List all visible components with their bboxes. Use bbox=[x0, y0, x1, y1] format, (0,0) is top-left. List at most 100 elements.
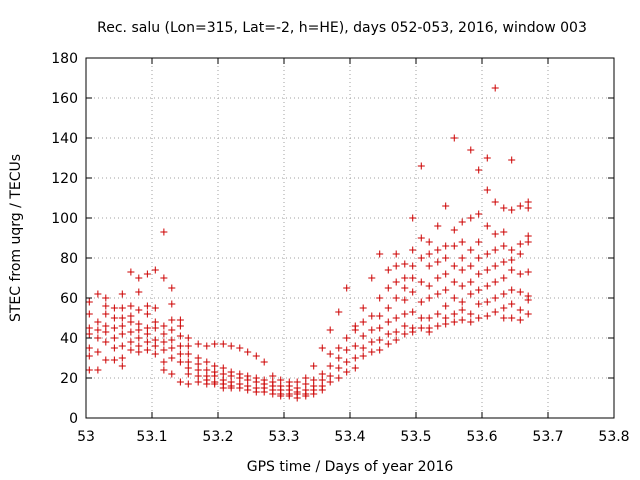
data-point bbox=[168, 336, 176, 344]
data-point bbox=[135, 288, 143, 296]
data-point bbox=[458, 218, 466, 226]
data-point bbox=[236, 374, 244, 382]
data-point bbox=[417, 314, 425, 322]
data-point bbox=[94, 348, 102, 356]
data-point bbox=[143, 346, 151, 354]
data-point bbox=[343, 346, 351, 354]
chart-title: Rec. salu (Lon=315, Lat=-2, h=HE), days … bbox=[97, 20, 587, 36]
data-point bbox=[85, 344, 93, 352]
data-point bbox=[168, 370, 176, 378]
data-point bbox=[269, 390, 277, 398]
y-tick-label: 60 bbox=[60, 291, 78, 307]
data-point bbox=[491, 230, 499, 238]
data-point bbox=[508, 314, 516, 322]
data-point bbox=[118, 342, 126, 350]
data-point bbox=[467, 278, 475, 286]
data-point bbox=[475, 300, 483, 308]
data-point bbox=[135, 320, 143, 328]
data-point bbox=[102, 338, 110, 346]
data-point bbox=[118, 354, 126, 362]
data-point bbox=[508, 246, 516, 254]
data-point bbox=[168, 284, 176, 292]
data-point bbox=[168, 326, 176, 334]
data-point bbox=[219, 370, 227, 378]
data-point bbox=[417, 162, 425, 170]
data-point bbox=[135, 326, 143, 334]
data-point bbox=[384, 318, 392, 326]
data-point bbox=[409, 328, 417, 336]
data-point bbox=[467, 214, 475, 222]
data-point bbox=[184, 370, 192, 378]
data-point bbox=[143, 324, 151, 332]
data-point bbox=[143, 310, 151, 318]
data-point bbox=[110, 314, 118, 322]
data-point bbox=[475, 286, 483, 294]
data-point bbox=[203, 380, 211, 388]
data-point bbox=[184, 358, 192, 366]
data-point bbox=[118, 290, 126, 298]
data-point bbox=[516, 202, 524, 210]
data-point bbox=[524, 232, 532, 240]
data-point bbox=[368, 312, 376, 320]
data-point bbox=[351, 326, 359, 334]
data-point bbox=[516, 270, 524, 278]
data-point bbox=[458, 238, 466, 246]
y-tick-label: 0 bbox=[69, 411, 78, 427]
data-point bbox=[160, 338, 168, 346]
data-point bbox=[500, 274, 508, 282]
data-point bbox=[203, 342, 211, 350]
data-point bbox=[508, 286, 516, 294]
data-point bbox=[409, 214, 417, 222]
data-point bbox=[384, 340, 392, 348]
data-point bbox=[500, 258, 508, 266]
data-point bbox=[176, 322, 184, 330]
data-point bbox=[160, 366, 168, 374]
data-point bbox=[384, 304, 392, 312]
data-point bbox=[236, 344, 244, 352]
data-point bbox=[184, 380, 192, 388]
data-point bbox=[401, 296, 409, 304]
data-point bbox=[351, 342, 359, 350]
data-point bbox=[508, 300, 516, 308]
data-point bbox=[293, 378, 301, 386]
data-point bbox=[508, 156, 516, 164]
data-point bbox=[310, 376, 318, 384]
data-point bbox=[483, 222, 491, 230]
data-point bbox=[85, 366, 93, 374]
x-axis-label: GPS time / Days of year 2016 bbox=[247, 459, 454, 475]
data-point bbox=[425, 250, 433, 258]
data-point bbox=[252, 352, 260, 360]
data-point bbox=[219, 384, 227, 392]
y-tick-label: 80 bbox=[60, 251, 78, 267]
x-tick-label: 53.4 bbox=[334, 429, 365, 445]
data-point bbox=[491, 262, 499, 270]
data-point bbox=[442, 202, 450, 210]
data-point bbox=[135, 274, 143, 282]
data-point bbox=[483, 312, 491, 320]
data-point bbox=[442, 242, 450, 250]
data-point bbox=[160, 322, 168, 330]
y-tick-label: 40 bbox=[60, 331, 78, 347]
data-point bbox=[151, 336, 159, 344]
data-point bbox=[475, 166, 483, 174]
data-point bbox=[176, 350, 184, 358]
data-point bbox=[143, 330, 151, 338]
data-point bbox=[458, 282, 466, 290]
data-point bbox=[203, 358, 211, 366]
y-tick-label: 100 bbox=[51, 211, 78, 227]
data-point bbox=[500, 242, 508, 250]
data-point bbox=[483, 186, 491, 194]
data-point bbox=[483, 250, 491, 258]
data-point bbox=[351, 354, 359, 362]
data-point bbox=[434, 290, 442, 298]
data-point bbox=[442, 286, 450, 294]
data-point bbox=[252, 378, 260, 386]
data-point bbox=[194, 354, 202, 362]
x-tick-label: 53.1 bbox=[136, 429, 167, 445]
data-point bbox=[508, 256, 516, 264]
data-point bbox=[127, 346, 135, 354]
data-point bbox=[491, 84, 499, 92]
data-point bbox=[376, 336, 384, 344]
data-points bbox=[85, 84, 532, 402]
